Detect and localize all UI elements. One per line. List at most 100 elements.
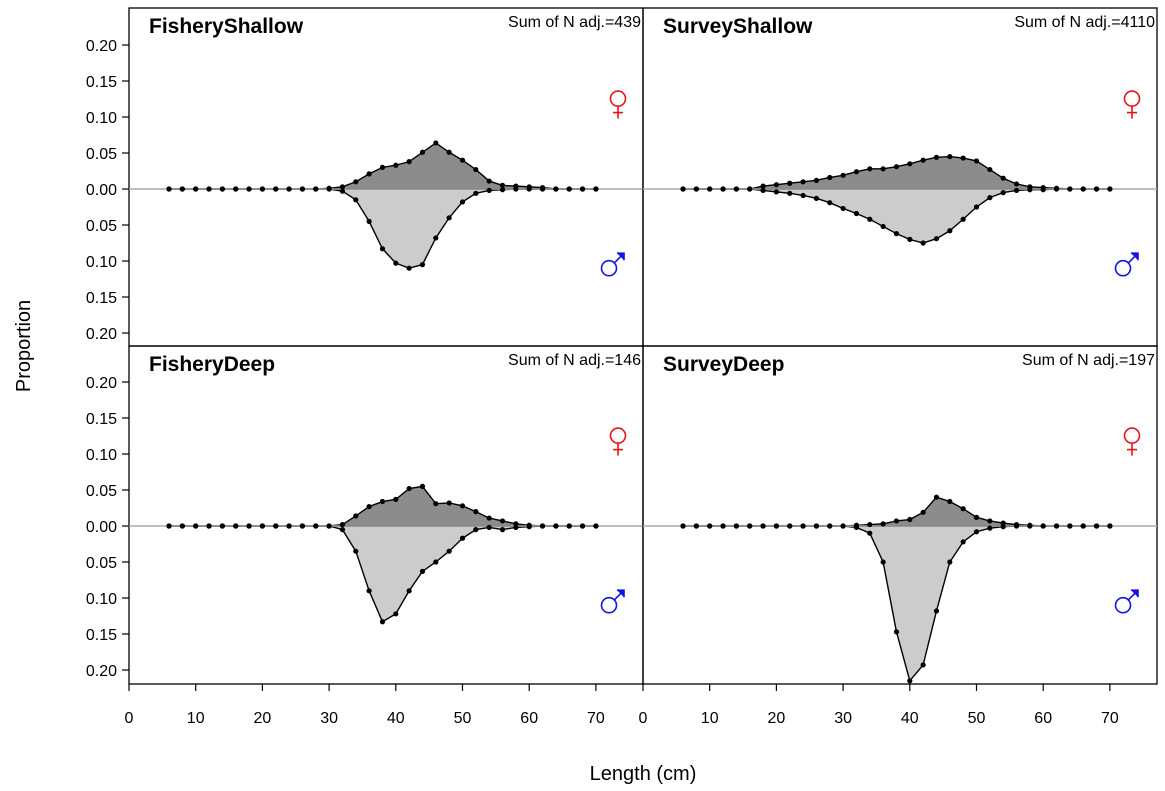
plot-area — [643, 494, 1157, 684]
male-symbol-icon — [1114, 252, 1139, 277]
male-point — [827, 523, 833, 529]
male-point — [867, 216, 873, 222]
female-point — [880, 166, 886, 172]
male-point — [393, 611, 399, 617]
female-point — [499, 518, 506, 524]
female-point — [353, 513, 359, 519]
female-point — [813, 177, 820, 183]
male-point — [813, 195, 820, 201]
male-point — [1067, 186, 1073, 192]
male-point — [193, 523, 199, 529]
male-point — [539, 523, 546, 529]
male-point — [907, 678, 913, 684]
male-point — [299, 186, 306, 192]
y-tick-label: 0.05 — [86, 146, 117, 163]
male-symbol-icon — [600, 252, 625, 277]
male-series-area — [683, 525, 1110, 683]
male-point — [813, 523, 820, 529]
male-point — [1067, 523, 1073, 529]
x-tick-label: 30 — [834, 710, 852, 727]
male-point — [206, 523, 212, 529]
male-point — [433, 235, 439, 241]
male-series-area — [169, 525, 596, 623]
female-point — [787, 180, 793, 186]
x-tick-label: 0 — [125, 710, 134, 727]
male-point — [680, 186, 686, 192]
male-point — [1013, 187, 1020, 194]
male-point — [446, 215, 452, 221]
x-tick-label: 30 — [320, 710, 338, 727]
male-point — [219, 186, 225, 192]
male-point — [960, 539, 966, 545]
male-point — [987, 195, 993, 201]
male-point — [853, 524, 860, 531]
male-point — [853, 210, 860, 217]
male-point — [1013, 523, 1020, 529]
male-point — [353, 548, 359, 554]
y-axis-title: Proportion — [13, 300, 35, 392]
male-point — [553, 186, 559, 192]
male-point — [299, 523, 306, 529]
y-tick-label: 0.10 — [86, 254, 117, 271]
female-point — [827, 174, 833, 181]
panel-fisheryshallow: FisheryShallow Sum of N adj.=439 — [128, 7, 644, 347]
male-point — [933, 608, 940, 614]
male-point — [773, 523, 780, 529]
male-point — [406, 265, 412, 271]
male-point — [840, 523, 846, 529]
male-point — [867, 530, 873, 536]
male-point — [379, 246, 386, 252]
plot-area — [643, 154, 1157, 246]
female-point — [446, 500, 452, 506]
female-point — [1013, 181, 1020, 187]
male-point — [419, 262, 426, 268]
n-adj-label: Sum of N adj.=4110 — [1014, 14, 1155, 31]
female-point — [473, 509, 479, 515]
female-point — [907, 161, 913, 167]
female-series-area — [683, 155, 1110, 190]
male-point — [486, 187, 492, 194]
male-point — [313, 186, 319, 192]
female-point — [379, 498, 386, 505]
male-point — [499, 187, 506, 193]
y-tick-label: 0.15 — [86, 627, 117, 644]
male-point — [526, 524, 532, 530]
male-point — [947, 559, 953, 565]
male-point — [760, 523, 766, 529]
plot-area — [129, 483, 643, 625]
female-point — [920, 157, 926, 163]
male-point — [1000, 190, 1006, 196]
male-point — [747, 523, 753, 529]
female-point — [773, 182, 780, 188]
female-point — [419, 149, 426, 155]
female-point — [446, 149, 452, 155]
female-point — [973, 158, 980, 164]
female-symbol-icon — [1123, 90, 1141, 119]
y-tick-label: 0.10 — [86, 110, 117, 127]
female-point — [513, 521, 519, 527]
n-adj-label: Sum of N adj.=146 — [508, 352, 641, 369]
panel-surveydeep: SurveyDeep Sum of N adj.=197 — [642, 345, 1158, 685]
male-point — [1040, 523, 1046, 529]
female-series-area — [169, 485, 596, 527]
male-point — [987, 525, 993, 531]
female-point — [406, 159, 412, 165]
panel-title: FisheryDeep — [149, 353, 275, 376]
male-point — [1027, 523, 1033, 529]
male-point — [707, 523, 713, 529]
male-point — [459, 535, 466, 541]
male-point — [1027, 187, 1033, 193]
panel-frame — [642, 345, 1158, 685]
female-point — [339, 184, 346, 190]
male-point — [747, 186, 753, 192]
female-point — [933, 154, 940, 160]
male-point — [486, 524, 492, 531]
male-point — [446, 548, 452, 554]
male-point — [787, 190, 793, 196]
male-point — [920, 662, 926, 668]
female-point — [1000, 520, 1006, 526]
x-tick-label: 70 — [587, 710, 605, 727]
female-point — [987, 166, 993, 173]
male-point — [513, 186, 519, 192]
male-point — [893, 231, 900, 237]
